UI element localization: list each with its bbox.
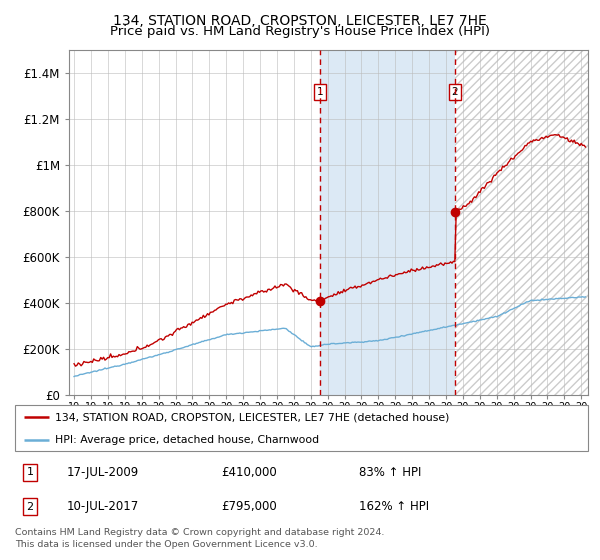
Text: Contains HM Land Registry data © Crown copyright and database right 2024.
This d: Contains HM Land Registry data © Crown c… — [15, 528, 385, 549]
Text: £795,000: £795,000 — [221, 500, 277, 513]
Bar — [455, 50, 600, 395]
Text: HPI: Average price, detached house, Charnwood: HPI: Average price, detached house, Char… — [55, 435, 319, 445]
Text: 2: 2 — [26, 502, 34, 511]
Text: Price paid vs. HM Land Registry's House Price Index (HPI): Price paid vs. HM Land Registry's House … — [110, 25, 490, 38]
Text: 10-JUL-2017: 10-JUL-2017 — [67, 500, 139, 513]
Text: 162% ↑ HPI: 162% ↑ HPI — [359, 500, 429, 513]
Text: £410,000: £410,000 — [221, 466, 277, 479]
Text: 17-JUL-2009: 17-JUL-2009 — [67, 466, 139, 479]
Text: 83% ↑ HPI: 83% ↑ HPI — [359, 466, 421, 479]
Text: 134, STATION ROAD, CROPSTON, LEICESTER, LE7 7HE: 134, STATION ROAD, CROPSTON, LEICESTER, … — [113, 14, 487, 28]
Bar — [320, 50, 455, 395]
Text: 134, STATION ROAD, CROPSTON, LEICESTER, LE7 7HE (detached house): 134, STATION ROAD, CROPSTON, LEICESTER, … — [55, 412, 449, 422]
Text: 1: 1 — [317, 87, 323, 97]
FancyBboxPatch shape — [15, 405, 588, 451]
Text: 2: 2 — [452, 87, 458, 97]
Text: 1: 1 — [26, 468, 34, 477]
